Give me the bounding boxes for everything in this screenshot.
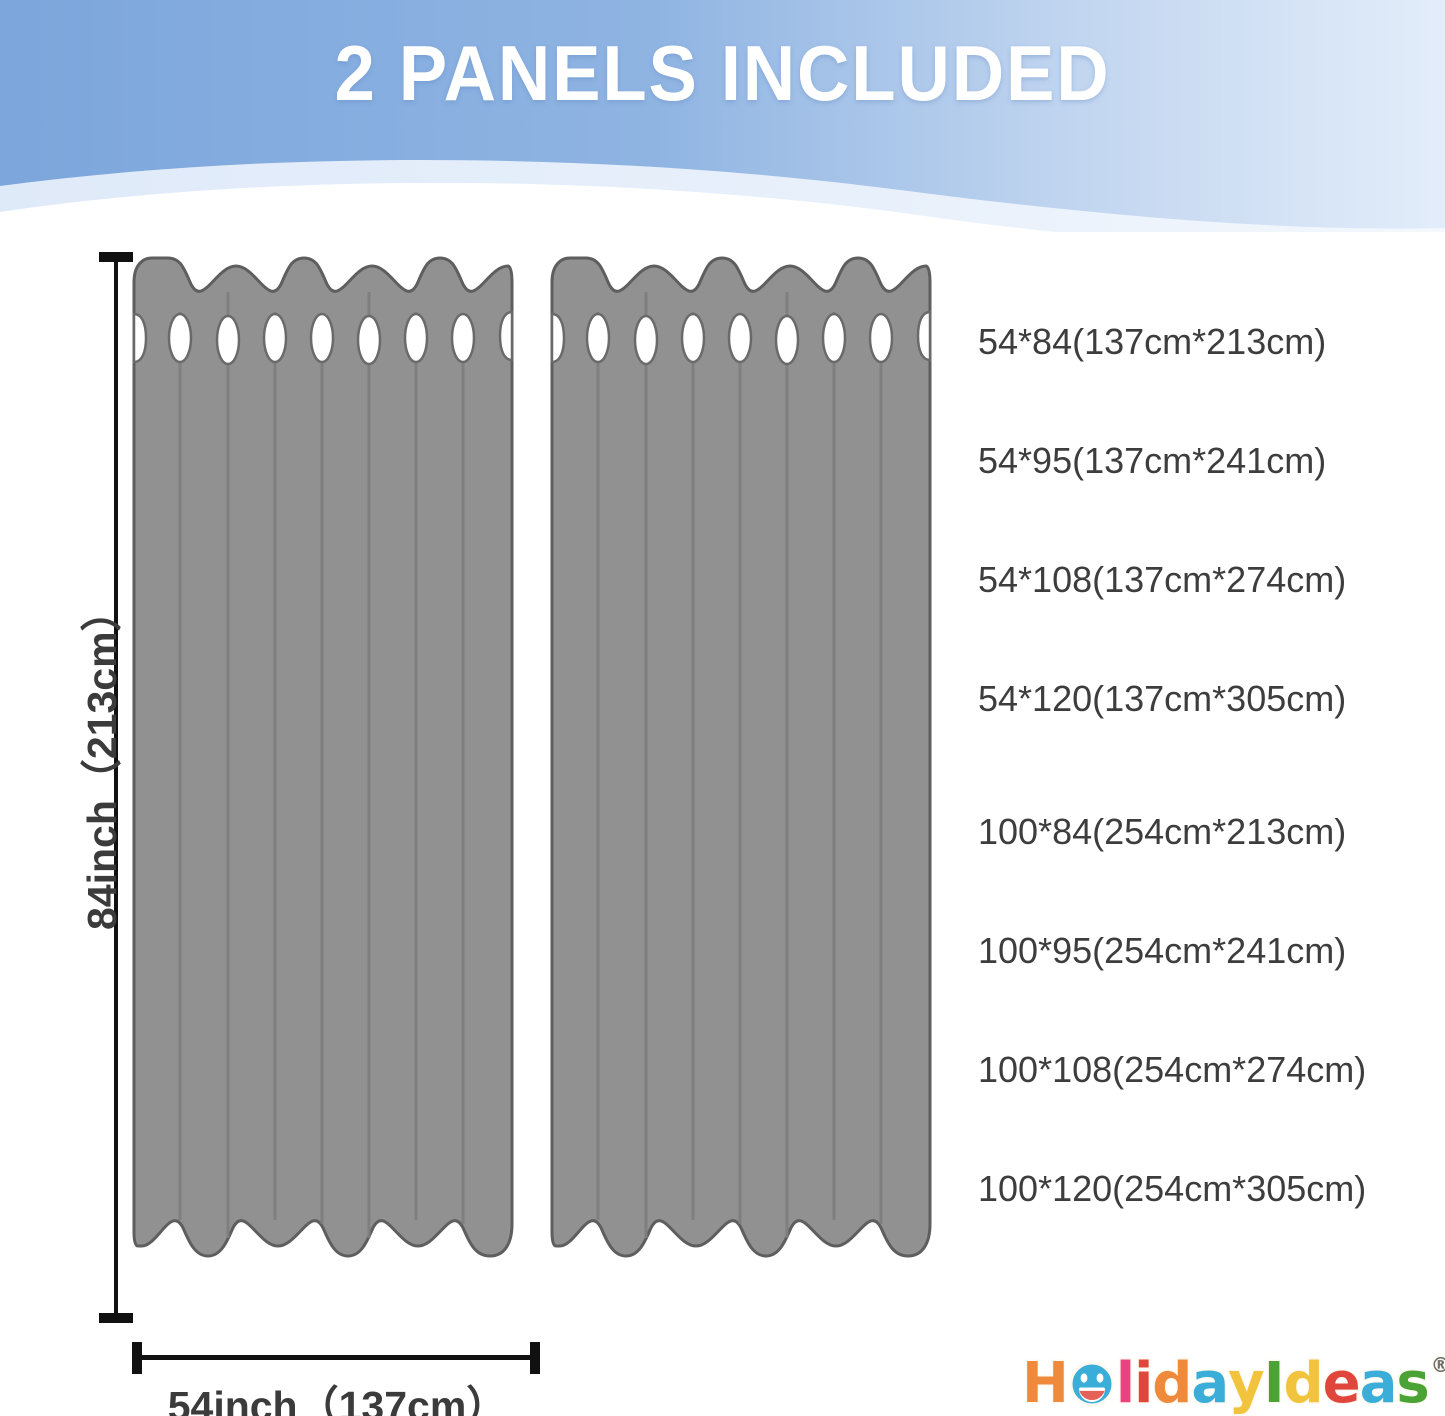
grommet-icon [132, 312, 148, 364]
logo-letter-a: a [1190, 1350, 1231, 1416]
grommet-icon [167, 312, 193, 364]
grommet-icon [774, 314, 800, 366]
wave-band-white-2 [0, 186, 1445, 232]
panel-left-grommets [132, 310, 514, 366]
logo-letter-a2: a [1358, 1350, 1399, 1416]
grommet-icon [450, 312, 476, 364]
logo-letter-h: H [1021, 1350, 1071, 1416]
grommet-icon [309, 312, 335, 364]
banner-background [0, 0, 1445, 232]
size-group-100-width: 100*84(254cm*213cm) 100*95(254cm*241cm) … [978, 814, 1398, 1208]
height-dimension-label: 84inch（213cm） [79, 590, 125, 930]
size-option: 54*95(137cm*241cm) [978, 440, 1327, 481]
grommet-icon [727, 312, 753, 364]
logo-letter-d: d [1151, 1350, 1194, 1416]
page-title: 2 PANELS INCLUDED [334, 29, 1111, 117]
grommet-icon [680, 312, 706, 364]
size-option: 100*108(254cm*274cm) [978, 1049, 1367, 1090]
grommet-icon [262, 312, 288, 364]
grommet-icon [356, 314, 382, 366]
size-group-54-width: 54*84(137cm*213cm) 54*95(137cm*241cm) 54… [978, 324, 1398, 718]
grommet-icon [498, 310, 514, 362]
grommet-icon [403, 312, 429, 364]
grommet-icon [550, 312, 566, 364]
size-option: 100*120(254cm*305cm) [978, 1168, 1367, 1209]
logo-letter-d2: d [1282, 1350, 1325, 1416]
logo-letter-s: s [1395, 1350, 1431, 1416]
size-option: 100*95(254cm*241cm) [978, 930, 1347, 971]
grommet-icon [821, 312, 847, 364]
curtain-panel-right [550, 256, 932, 1258]
curtain-illustration [132, 256, 932, 1258]
panel-right-folds [596, 292, 883, 1238]
size-option: 54*84(137cm*213cm) [978, 321, 1327, 362]
curtain-panel-left [132, 256, 514, 1258]
header-banner: 2 PANELS INCLUDED [0, 0, 1445, 232]
brand-logo: H lidayIdeas ® [1021, 1331, 1445, 1416]
registered-trademark-icon: ® [1429, 1352, 1445, 1379]
panel-right-grommets [550, 310, 932, 366]
grommet-icon [916, 310, 932, 362]
size-option: 54*120(137cm*305cm) [978, 678, 1347, 719]
logo-letter-i-capital: I [1262, 1350, 1286, 1416]
size-option: 100*84(254cm*213cm) [978, 811, 1347, 852]
width-dimension-cap-left [132, 1342, 142, 1374]
grommet-icon [215, 314, 241, 366]
grommet-icon [633, 314, 659, 366]
logo-letter-e: e [1321, 1350, 1362, 1416]
width-dimension-cap-right [530, 1342, 540, 1374]
height-dimension-line [114, 252, 118, 1323]
size-option: 54*108(137cm*274cm) [978, 559, 1347, 600]
grommet-icon [585, 312, 611, 364]
logo-letter-y: y [1227, 1350, 1266, 1416]
width-dimension-label: 54inch（137cm） [167, 1383, 508, 1416]
grommet-icon [868, 312, 894, 364]
panel-left-folds [178, 292, 465, 1238]
logo-letter-i: i [1133, 1350, 1155, 1416]
smiley-face-icon [1069, 1361, 1115, 1407]
height-dimension-cap-bottom [99, 1313, 133, 1323]
width-dimension-line [132, 1355, 540, 1360]
logo-letter-l: l [1114, 1350, 1136, 1416]
size-options-list: 54*84(137cm*213cm) 54*95(137cm*241cm) 54… [978, 324, 1398, 1208]
height-dimension-cap-top [99, 252, 133, 262]
